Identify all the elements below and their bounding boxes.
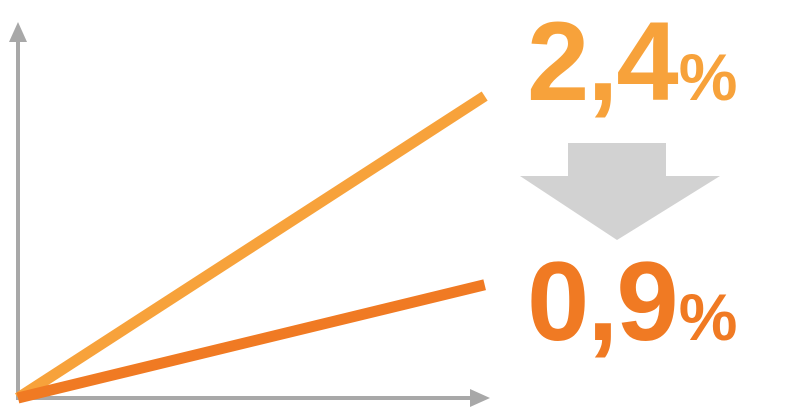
rate-before-number: 2,4 (527, 0, 679, 124)
rate-before-unit: % (678, 40, 738, 114)
rate-after-unit: % (678, 280, 738, 354)
y-axis-arrowhead (9, 22, 27, 42)
series-layer (15, 91, 488, 404)
down-arrow-icon (520, 143, 720, 240)
rate-after-number: 0,9 (527, 239, 679, 364)
rate-before-label: 2,4% (527, 6, 737, 118)
series-line-1 (15, 91, 488, 403)
x-axis-arrowhead (470, 389, 490, 407)
series-line-2 (16, 279, 486, 404)
rate-after-label: 0,9% (527, 246, 737, 358)
chart-axes (9, 22, 490, 407)
